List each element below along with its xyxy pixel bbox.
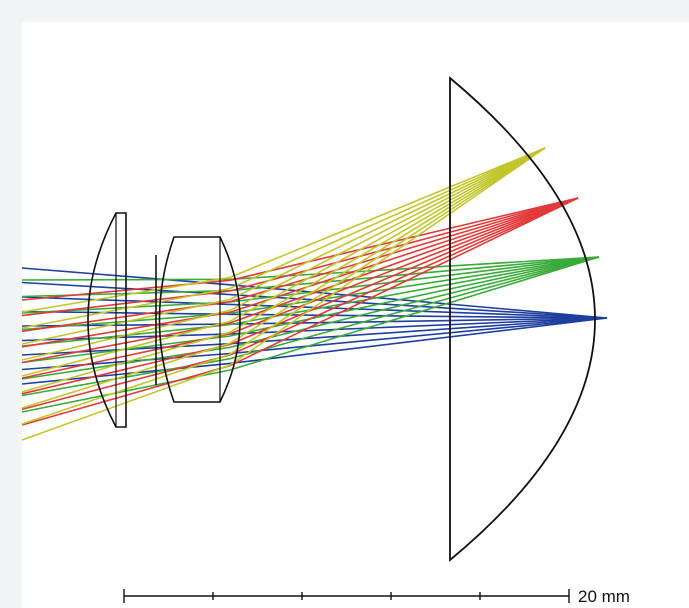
ray-field-3-4 (21, 147, 546, 361)
ray-bundles (21, 147, 608, 441)
scale-bar-label: 20 mm (578, 587, 630, 606)
ray-field-3-2 (21, 147, 546, 329)
ray-field-2-4 (21, 197, 579, 348)
ray-field-2-2 (21, 197, 579, 317)
image-surface-dome (449, 76, 596, 562)
ray-field-3-8 (21, 147, 546, 425)
ray-field-3-7 (21, 147, 546, 409)
ray-axial-1 (21, 267, 608, 319)
ray-field-1-9 (21, 256, 600, 413)
scale-bar: 20 mm (123, 587, 630, 606)
ray-field-1-8 (21, 256, 600, 397)
ray-axial-4 (21, 310, 608, 319)
ray-field-3-6 (21, 147, 546, 393)
ray-field-3-9 (21, 147, 546, 441)
ray-field-3-1 (21, 147, 546, 313)
ray-field-2-7 (21, 197, 579, 395)
ray-axial-3 (21, 296, 608, 319)
ray-field-2-5 (21, 197, 579, 364)
ray-field-2-3 (21, 197, 579, 333)
ray-field-1-5 (21, 256, 600, 347)
ray-field-2-6 (21, 197, 579, 379)
scale-bar-ticks (123, 589, 570, 603)
ray-field-3-3 (21, 147, 546, 345)
ray-field-2-1 (21, 197, 579, 301)
ray-field-1-7 (21, 256, 600, 380)
ray-field-1-4 (21, 256, 600, 331)
lens-element-2 (158, 236, 241, 403)
